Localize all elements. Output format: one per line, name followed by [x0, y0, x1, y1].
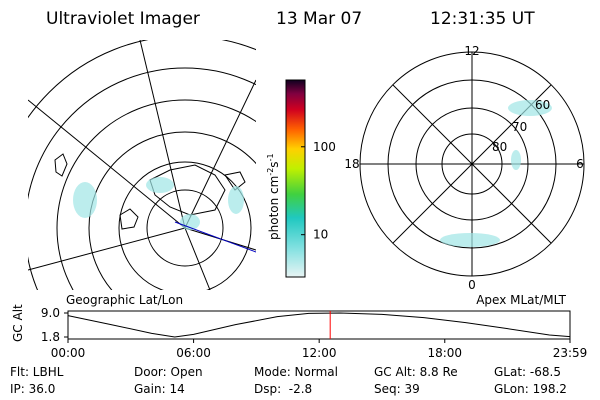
tick-label: 10	[313, 228, 328, 242]
x-tick-label: 23:59	[553, 346, 588, 360]
plot-frame	[67, 310, 571, 340]
status-field: Seq: 39	[374, 382, 420, 396]
mlat-label: 60	[535, 98, 550, 112]
mlt-label: 6	[576, 157, 584, 171]
x-tick-label: 12:00	[302, 346, 337, 360]
x-tick-label: 06:00	[176, 346, 211, 360]
altitude-line	[67, 312, 571, 338]
colorbar-exp: -2	[266, 168, 275, 176]
mlt-label: 12	[464, 44, 479, 58]
status-field: IP: 36.0	[10, 382, 55, 396]
colorbar	[285, 79, 306, 278]
time: 12:31:35 UT	[430, 9, 535, 29]
status-field: Dsp: -2.8	[254, 382, 312, 396]
colorbar-unit: photon cm	[267, 176, 281, 240]
x-tick-label: 18:00	[427, 346, 462, 360]
status-field: GLon: 198.2	[494, 382, 567, 396]
geographic-map	[28, 40, 256, 290]
tick-label: 100	[313, 140, 336, 154]
x-tick-label: 00:00	[51, 346, 86, 360]
status-field: GLat: -68.5	[494, 365, 561, 379]
status-field: Door: Open	[134, 365, 203, 379]
map-label: Geographic Lat/Lon	[66, 293, 183, 307]
mlt-label: 0	[468, 278, 476, 292]
colorbar-label: photon cm-2s-1	[266, 153, 281, 240]
y-tick-label: 9.0	[41, 306, 60, 320]
mlat-label: 80	[492, 140, 507, 154]
y-tick-label: 1.8	[41, 330, 60, 344]
colorbar-unit: s	[267, 161, 281, 167]
date: 13 Mar 07	[276, 9, 362, 29]
colorbar-exp: -1	[266, 153, 275, 161]
y-axis-label: GC Alt	[11, 304, 25, 342]
status-field: Gain: 14	[134, 382, 185, 396]
status-field: Flt: LBHL	[10, 365, 64, 379]
status-field: GC Alt: 8.8 Re	[374, 365, 458, 379]
footer: Flt: LBHL IP: 36.0 Door: Open Gain: 14 Mode:…	[10, 365, 567, 396]
map-label: Apex MLat/MLT	[476, 293, 566, 307]
status-field: Mode: Normal	[254, 365, 338, 379]
title: Ultraviolet Imager	[46, 9, 200, 29]
mlt-label: 18	[344, 157, 359, 171]
mlat-label: 70	[512, 120, 527, 134]
